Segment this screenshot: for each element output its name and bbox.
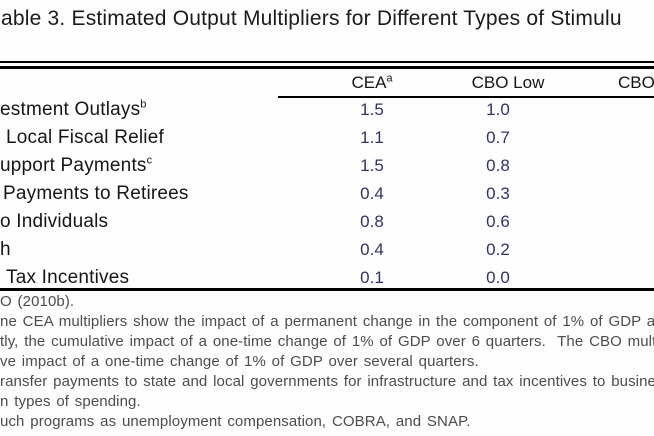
table-row: h 0.4 0.2 <box>0 236 654 264</box>
top-rule-lower <box>0 66 654 69</box>
row-label: Payments to Retirees <box>3 180 189 208</box>
cell-cea: 0.8 <box>360 212 384 231</box>
row-label-superscript: b <box>140 98 147 111</box>
footnote-line: ransfer payments to state and local gove… <box>0 373 654 390</box>
footnote-line: ve impact of a one-time change of 1% of … <box>0 353 479 370</box>
table-row: estment Outlaysb 1.5 1.0 <box>0 96 654 124</box>
footnote-line: tly, the cumulative impact of a one-time… <box>0 333 654 350</box>
cell-cea: 0.1 <box>360 268 384 287</box>
footnote-line: n types of spending. <box>0 393 141 410</box>
row-label-text: h <box>0 239 11 260</box>
cell-cbo-low: 0.3 <box>486 184 510 203</box>
column-header-cbo-cropped: CBO <box>618 73 654 92</box>
cell-cbo-low: 0.2 <box>486 240 510 259</box>
row-label: Tax Incentives <box>6 264 129 292</box>
table-row: o Individuals 0.8 0.6 <box>0 208 654 236</box>
cell-cbo-low: 0.7 <box>486 128 510 147</box>
footnote-line: ne CEA multipliers show the impact of a … <box>0 313 654 330</box>
table-title: able 3. Estimated Output Multipliers for… <box>1 7 622 30</box>
cell-cea: 0.4 <box>360 240 384 259</box>
row-label: Local Fiscal Relief <box>6 124 164 152</box>
footnote-source: O (2010b). <box>0 293 75 310</box>
header-underline <box>278 96 654 98</box>
table-row: Local Fiscal Relief 1.1 0.7 <box>0 124 654 152</box>
footnote-line: uch programs as unemployment compensatio… <box>0 413 471 430</box>
bottom-rule <box>0 288 654 291</box>
column-header-cbo-low: CBO Low <box>471 73 545 92</box>
cell-cbo-low: 1.0 <box>486 100 510 119</box>
cell-cbo-low: 0.0 <box>486 268 510 287</box>
row-label: o Individuals <box>0 208 108 236</box>
top-rule-upper <box>0 61 654 63</box>
row-label-text: estment Outlays <box>0 99 141 120</box>
cell-cea: 1.1 <box>360 128 384 147</box>
column-header-cea-label: CEA <box>351 73 387 92</box>
row-label-text: Tax Incentives <box>6 267 130 288</box>
row-label-text: Local Fiscal Relief <box>6 127 164 148</box>
row-label-superscript: c <box>146 154 153 167</box>
cell-cea: 1.5 <box>360 100 384 119</box>
table-row: Payments to Retirees 0.4 0.3 <box>0 180 654 208</box>
table-row: upport Paymentsc 1.5 0.8 <box>0 152 654 180</box>
cell-cbo-low: 0.6 <box>486 212 510 231</box>
table-row: Tax Incentives 0.1 0.0 <box>0 264 654 292</box>
cell-cea: 0.4 <box>360 184 384 203</box>
row-label-text: o Individuals <box>0 211 109 232</box>
cell-cbo-low: 0.8 <box>486 156 510 175</box>
row-label: upport Paymentsc <box>0 152 152 180</box>
cell-cea: 1.5 <box>360 156 384 175</box>
column-header-cea: CEAa <box>332 72 412 94</box>
column-header-cea-superscript: a <box>386 72 393 85</box>
row-label: estment Outlaysb <box>0 96 147 124</box>
row-label: h <box>0 236 11 264</box>
row-label-text: upport Payments <box>0 155 147 176</box>
row-label-text: Payments to Retirees <box>3 183 189 204</box>
